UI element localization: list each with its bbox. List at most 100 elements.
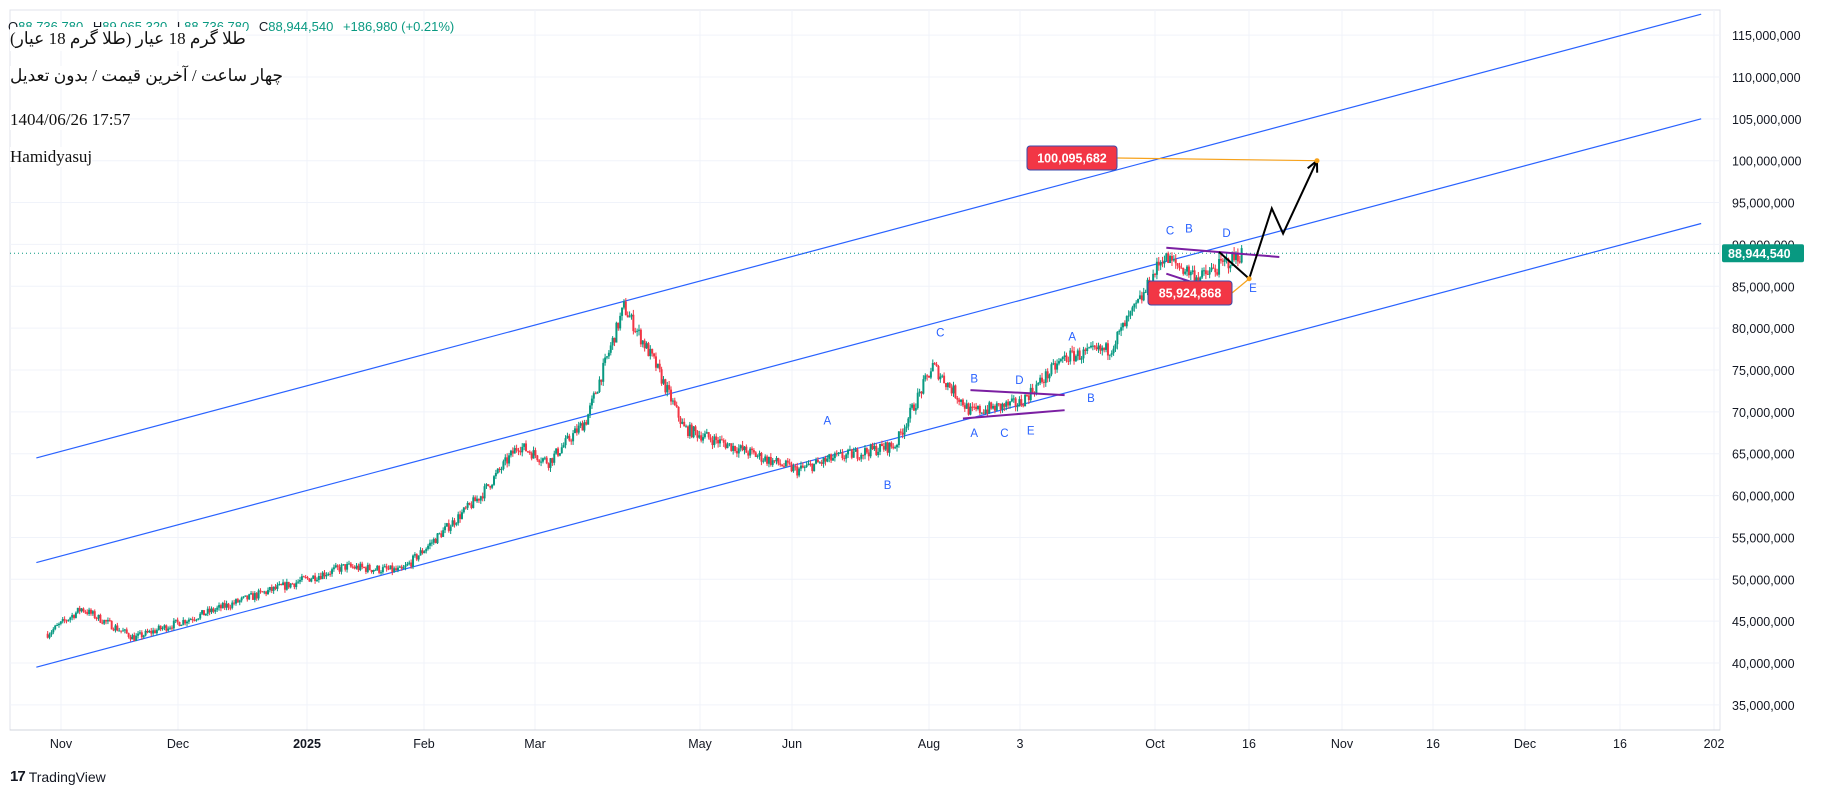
candle-body [470, 504, 473, 508]
wave-label-b[interactable]: B [970, 374, 978, 386]
wave-label-a[interactable]: A [823, 415, 831, 427]
wave-label-a[interactable]: A [970, 428, 978, 440]
candle-body [534, 450, 537, 456]
candle-body [683, 421, 686, 427]
candle-body [1114, 344, 1117, 349]
candle-body [1140, 295, 1143, 301]
channel-line-middle[interactable] [36, 118, 1702, 564]
candle-body [675, 405, 678, 407]
candle-body [103, 620, 106, 624]
candle-body [816, 459, 819, 463]
candle-body [1206, 273, 1209, 275]
candle-body [788, 462, 791, 464]
y-tick-label: 110,000,000 [1732, 71, 1801, 85]
triangle-upper-line[interactable] [970, 389, 1065, 397]
x-tick-label: Aug [918, 737, 940, 751]
candle-body [1208, 270, 1211, 275]
candle-body [1014, 398, 1017, 407]
candle-body [1074, 356, 1077, 362]
trend-channel[interactable] [36, 13, 1702, 668]
candle-body [131, 635, 134, 640]
candle-body [285, 581, 288, 590]
wave-label-b[interactable]: B [1185, 224, 1193, 236]
candle-body [195, 619, 198, 621]
candle-body [204, 613, 207, 616]
candle-body [914, 408, 917, 411]
wave-label-b[interactable]: B [884, 480, 892, 492]
candle-body [169, 627, 172, 629]
y-tick-label: 55,000,000 [1732, 531, 1795, 545]
wave-label-c[interactable]: C [1166, 225, 1174, 237]
price-label-leader [1231, 278, 1250, 294]
candle-body [255, 593, 258, 599]
candle-body [1193, 270, 1196, 283]
wave-label-c[interactable]: C [936, 328, 944, 340]
triangle-lower-line[interactable] [962, 409, 1065, 420]
candle-body [777, 457, 780, 464]
candle-body [1146, 279, 1149, 292]
price-label-badge[interactable] [1147, 280, 1233, 306]
channel-line-lower[interactable] [36, 222, 1702, 668]
candle-body [1235, 252, 1238, 261]
candle-body [502, 461, 505, 470]
candle-body [1012, 398, 1015, 400]
channel-line-upper[interactable] [36, 13, 1702, 459]
candle-body [523, 443, 526, 447]
candle-body [315, 579, 318, 581]
candle-body [519, 451, 522, 453]
candle-body [421, 550, 424, 554]
candle-body [743, 446, 746, 451]
candle-body [722, 440, 725, 443]
candle-body [1054, 363, 1057, 370]
x-tick-label: Oct [1145, 737, 1165, 751]
candle-body [1155, 261, 1158, 275]
candle-body [1174, 259, 1177, 264]
wave-label-e[interactable]: E [1027, 425, 1035, 437]
wave-label-c[interactable]: C [1000, 428, 1008, 440]
candle-body [877, 451, 880, 455]
time-axis[interactable]: Nov Dec 2025 Feb Mar May Jun Aug 3 Oct 16 Nov 16 Dec 1… [10, 729, 1724, 751]
wave-label-e[interactable]: E [1249, 283, 1257, 295]
candle-body [234, 599, 237, 604]
candle-body [1057, 361, 1060, 364]
candle-body [1172, 259, 1175, 261]
candle-body [613, 337, 616, 343]
candle-body [506, 457, 509, 464]
candle-body [449, 526, 452, 531]
author-name: Hamidyasuj [10, 147, 93, 167]
price-axis[interactable]: 115,000,000 110,000,000 105,000,000 100,000… [1722, 29, 1804, 713]
candle-body [229, 607, 232, 609]
candle-body [65, 620, 68, 622]
candle-body [573, 428, 576, 434]
candle-body [413, 554, 416, 556]
candle-body [609, 345, 612, 353]
candle-body [1231, 252, 1234, 266]
candle-body [178, 622, 181, 627]
wave-label-a[interactable]: A [1068, 332, 1076, 344]
candle-body [1078, 350, 1081, 360]
close-value: 88,944,540 [268, 19, 334, 34]
projection-path[interactable] [1218, 160, 1318, 281]
last-price-badge[interactable] [1722, 244, 1804, 263]
candle-body [300, 576, 303, 581]
tradingview-branding[interactable]: 17 TradingView [10, 768, 106, 785]
price-label-anchor-dot [1246, 276, 1252, 282]
candle-body [1009, 401, 1012, 406]
wave-label-d[interactable]: D [1015, 375, 1023, 387]
candle-body [600, 379, 603, 382]
candle-body [1067, 360, 1070, 362]
triangle-upper-line[interactable] [1166, 246, 1280, 258]
candle-body [711, 440, 714, 446]
candle-body [1108, 354, 1111, 356]
candle-body [557, 448, 560, 456]
candle-body [155, 630, 158, 634]
candle-body [99, 614, 102, 623]
candle-body [189, 619, 192, 621]
candle-body [924, 375, 927, 380]
candle-body [933, 363, 936, 365]
wave-label-d[interactable]: D [1222, 228, 1230, 240]
price-label-badge[interactable] [1026, 145, 1118, 171]
wave-label-b[interactable]: B [1087, 393, 1095, 405]
